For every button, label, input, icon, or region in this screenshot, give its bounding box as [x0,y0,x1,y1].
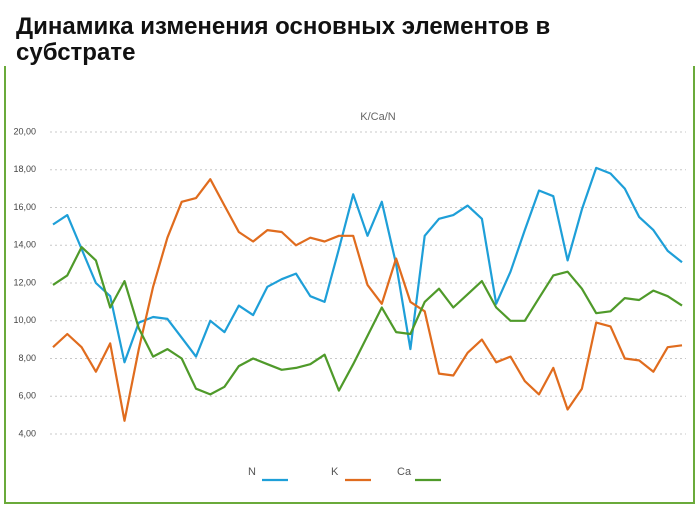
frame [4,66,695,504]
y-tick-label: 4,00 [18,428,36,438]
series-line [52,178,683,422]
legend-label: K [331,466,339,478]
y-tick-label: 6,00 [18,391,36,401]
y-tick-label: 18,00 [13,164,36,174]
series-line [52,246,683,396]
y-tick-label: 16,00 [13,202,36,212]
y-tick-label: 12,00 [13,277,36,287]
series-line [52,166,683,364]
y-tick-label: 14,00 [13,240,36,250]
y-tick-label: 20,00 [13,126,36,136]
legend-label: N [248,466,256,478]
legend-label: Ca [397,466,412,478]
chart-title: Динамика изменения основных элементов в … [16,13,551,66]
y-tick-label: 10,00 [13,315,36,325]
y-tick-label: 8,00 [18,353,36,363]
chart-subtitle: K/Ca/N [360,111,396,123]
